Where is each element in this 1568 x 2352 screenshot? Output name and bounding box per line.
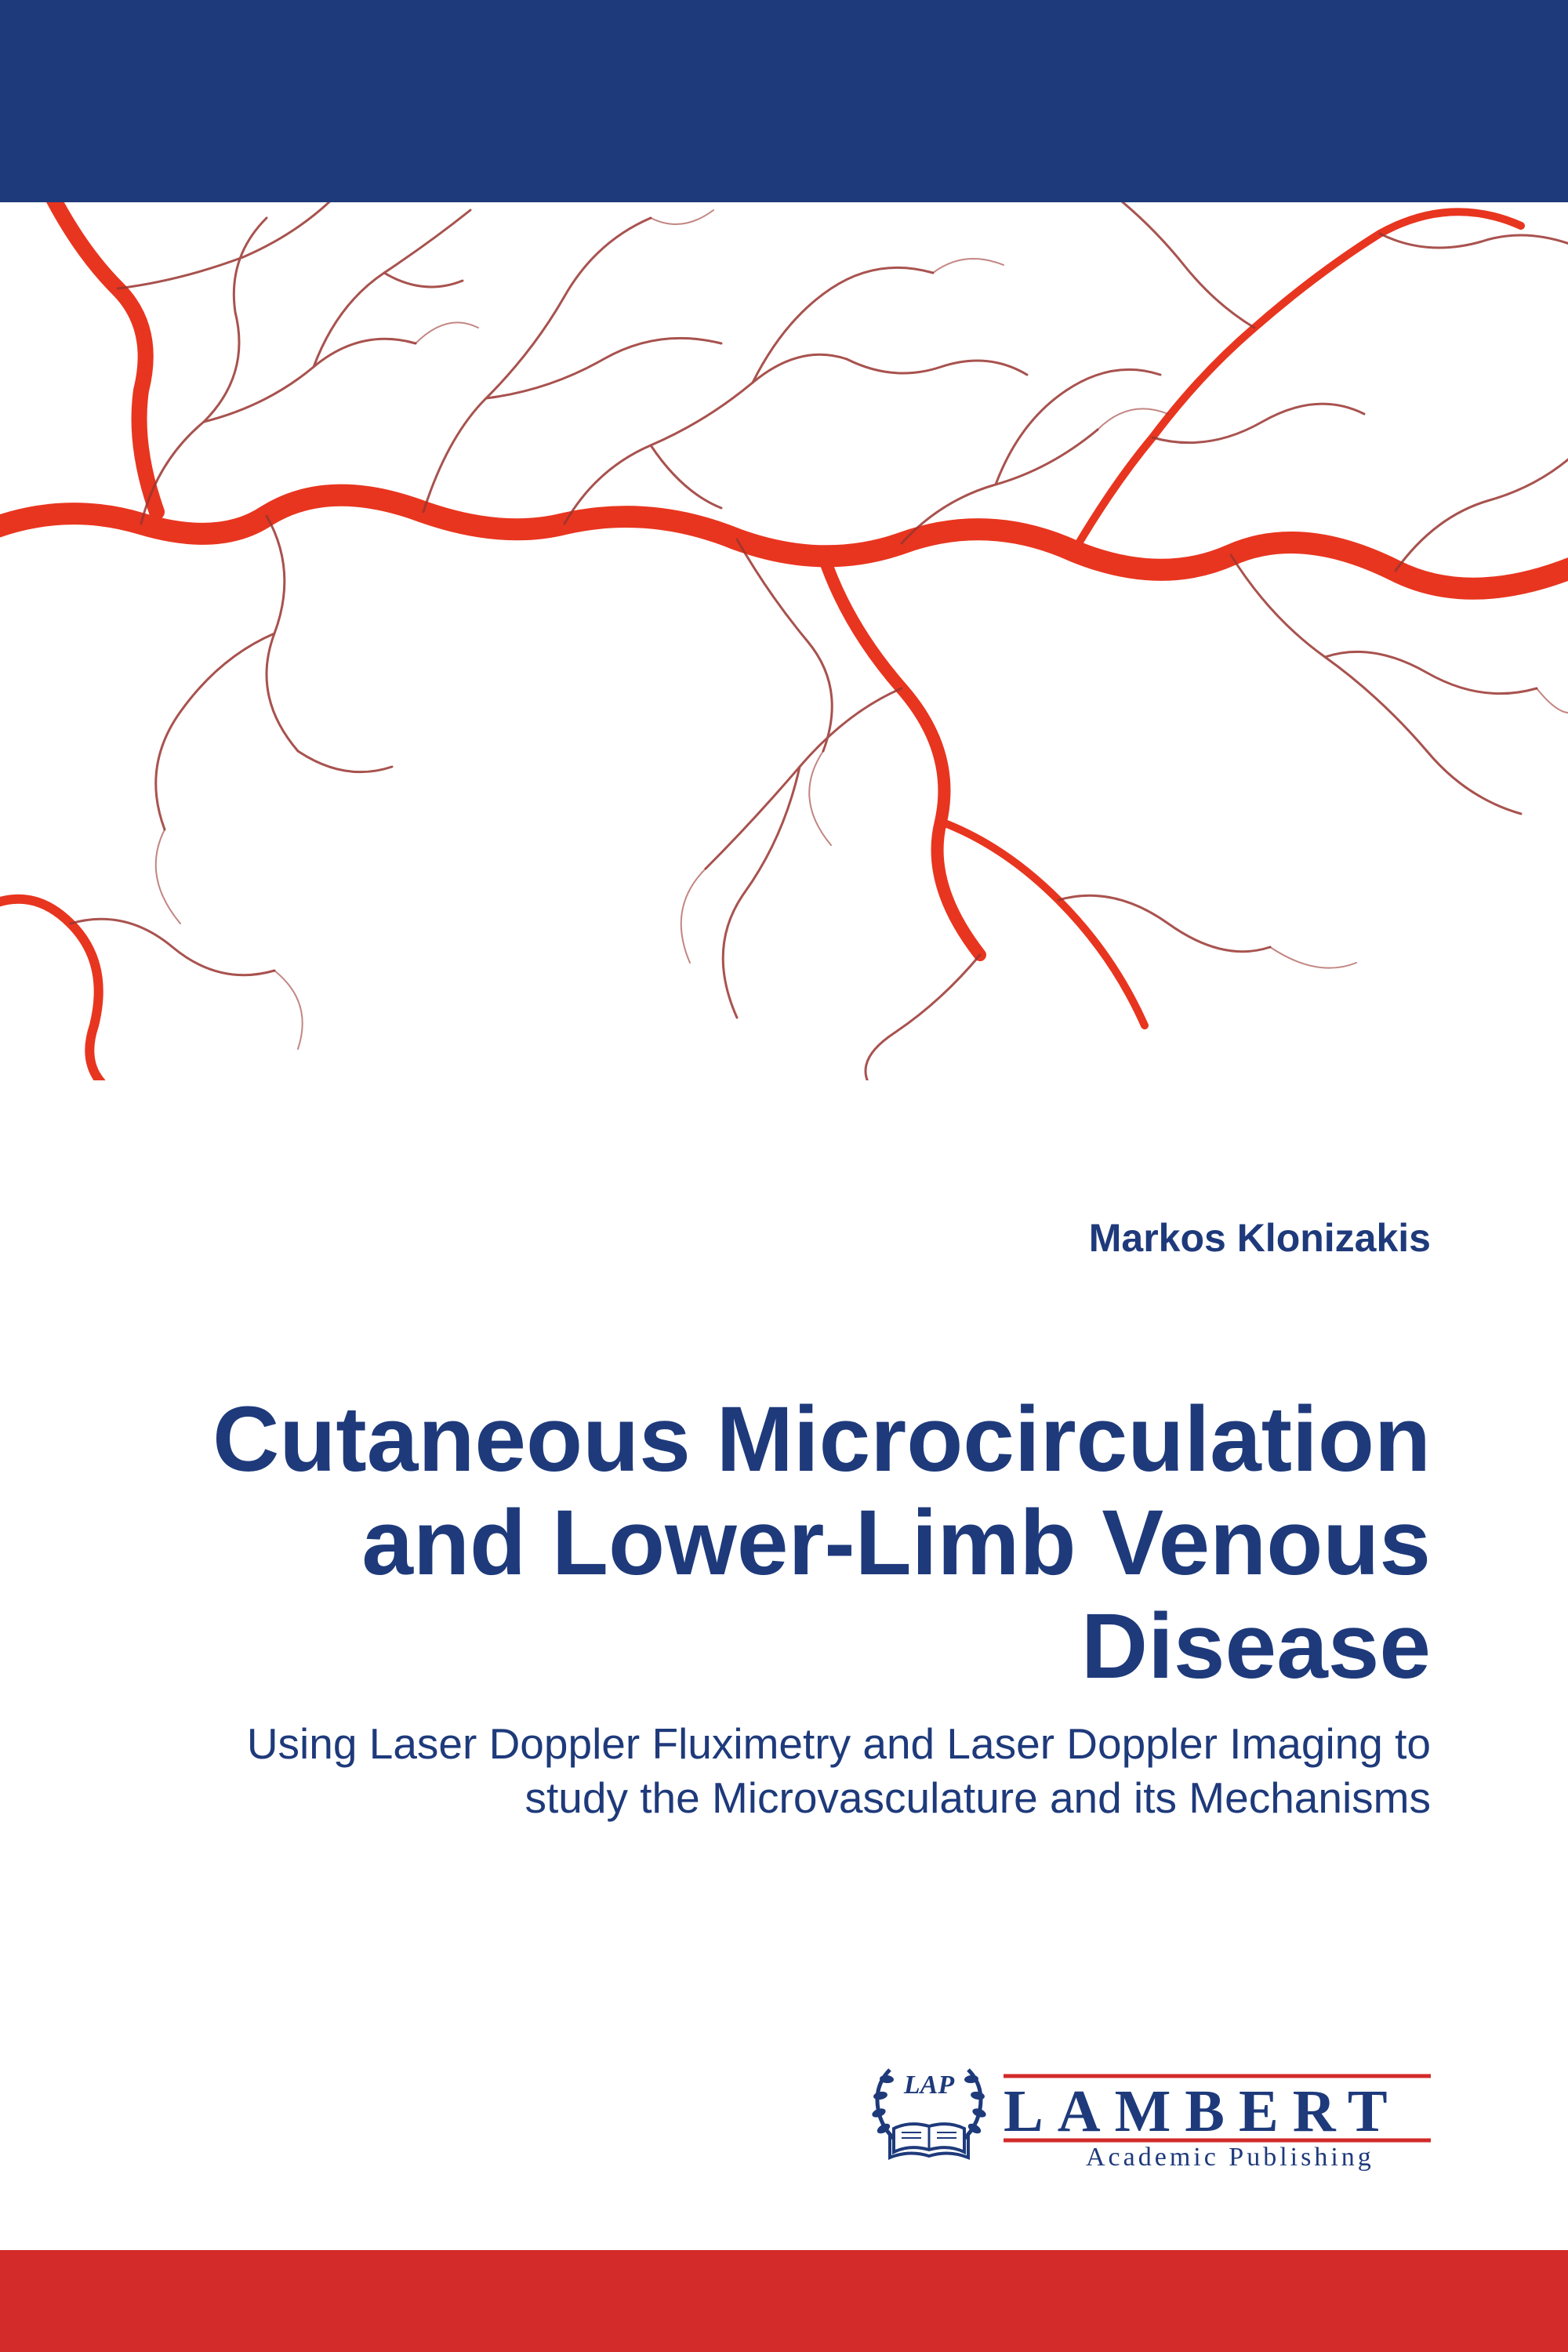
book-subtitle: Using Laser Doppler Fluximetry and Laser… (235, 1717, 1431, 1825)
book-title: Cutaneous Microcirculation and Lower-Lim… (94, 1388, 1431, 1698)
bottom-bar (0, 2250, 1568, 2352)
author-name: Markos Klonizakis (1089, 1215, 1431, 1261)
publisher-logo: LAP LAMBERT Academic Publishing (858, 2038, 1431, 2180)
publisher-tagline: Academic Publishing (1086, 2143, 1374, 2172)
publisher-name: LAMBERT (1004, 2078, 1402, 2144)
vein-illustration (0, 202, 1568, 1080)
top-bar (0, 0, 1568, 202)
publisher-badge: LAP (903, 2071, 954, 2100)
